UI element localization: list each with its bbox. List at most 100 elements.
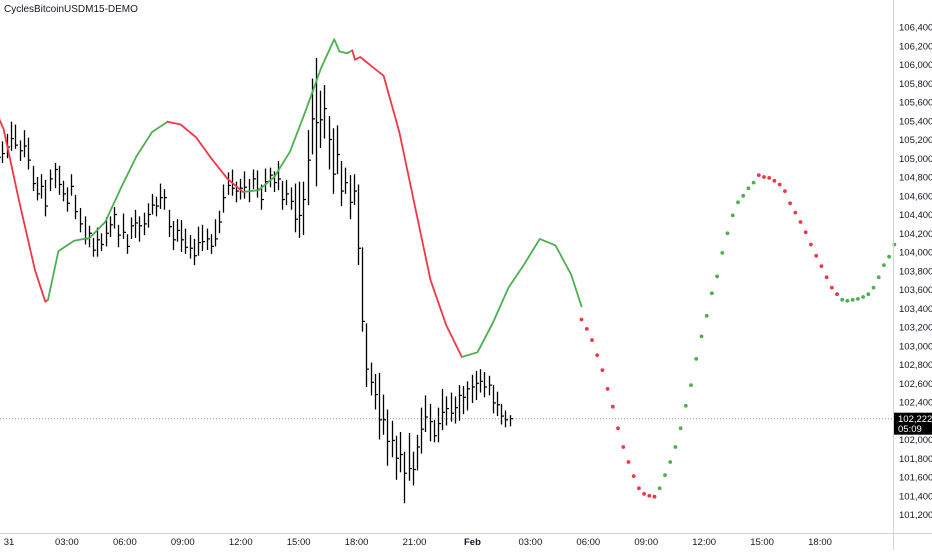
price-bar xyxy=(349,175,353,220)
cycle-projection-dot xyxy=(605,387,610,391)
price-bar xyxy=(370,362,374,396)
y-tick-label: 104,000 xyxy=(899,248,932,259)
price-bar xyxy=(214,219,218,247)
cycle-projection-dot xyxy=(621,445,626,449)
y-tick-label: 106,000 xyxy=(899,60,932,71)
cycle-projection-dot xyxy=(783,189,787,194)
price-bar xyxy=(437,407,441,443)
price-bar xyxy=(273,171,277,192)
price-bar xyxy=(62,180,66,202)
x-tick-label: 06:00 xyxy=(113,537,137,548)
y-tick-label: 103,800 xyxy=(899,266,932,277)
cycle-projection-dot xyxy=(683,403,688,408)
price-bar xyxy=(340,161,344,207)
cycle-projection-dot xyxy=(600,368,605,372)
y-tick-label: 101,200 xyxy=(899,510,932,521)
x-tick-label: 21:00 xyxy=(403,537,427,548)
price-bar xyxy=(479,369,483,393)
price-bar xyxy=(483,372,487,398)
y-tick-label: 101,600 xyxy=(899,473,932,484)
price-bar xyxy=(336,125,340,175)
price-bar xyxy=(264,168,268,192)
y-tick-label: 104,200 xyxy=(899,229,932,240)
price-bar xyxy=(441,388,445,431)
price-bar xyxy=(294,183,298,233)
price-bar xyxy=(201,224,205,252)
price-bar xyxy=(243,171,247,199)
cycle-line-segment xyxy=(0,118,49,303)
price-bar xyxy=(130,217,134,239)
cycle-line-segment xyxy=(460,237,583,358)
cycle-projection-dot xyxy=(736,200,740,205)
cycle-projection-dot xyxy=(720,251,725,255)
cycle-projection-dot xyxy=(746,186,751,191)
cycle-projection-dot xyxy=(584,327,589,331)
price-bar xyxy=(277,161,281,191)
price-bar xyxy=(19,140,23,162)
price-bar xyxy=(408,432,412,481)
cycle-projection-dot xyxy=(751,180,756,185)
price-bar xyxy=(433,419,437,443)
price-bar xyxy=(40,174,44,199)
cycle-projection-dot xyxy=(803,230,808,235)
y-tick-label: 105,200 xyxy=(899,135,932,146)
price-bar xyxy=(70,174,74,196)
price-bar xyxy=(466,381,470,411)
cycle-projection-dot xyxy=(616,426,620,431)
price-bar xyxy=(113,207,117,229)
y-tick-label: 105,600 xyxy=(899,98,932,109)
x-tick-label: 03:00 xyxy=(518,537,542,548)
price-bar xyxy=(105,217,109,247)
price-bar xyxy=(357,184,361,266)
price-bar xyxy=(147,203,151,228)
price-bar xyxy=(92,237,96,257)
price-bar xyxy=(197,226,201,256)
y-tick-label: 102,600 xyxy=(899,379,932,390)
price-bar xyxy=(155,196,159,217)
y-tick-label: 104,800 xyxy=(899,173,932,184)
price-bar xyxy=(235,181,239,203)
cycle-projection-dot xyxy=(840,297,845,302)
price-bar xyxy=(96,227,100,257)
price-bar xyxy=(138,216,142,242)
price-bar xyxy=(471,374,475,403)
y-tick-label: 104,400 xyxy=(899,210,932,221)
price-bar xyxy=(488,375,492,396)
y-tick-label: 105,400 xyxy=(899,116,932,127)
cycle-projection-dot xyxy=(631,474,636,478)
price-bar xyxy=(378,372,382,440)
price-bar xyxy=(382,394,386,435)
price-bar xyxy=(0,156,1,158)
cycle-projection-dot xyxy=(657,486,662,491)
price-bar xyxy=(412,451,416,486)
price-bar xyxy=(496,391,500,417)
price-bar xyxy=(285,179,289,206)
price-bar xyxy=(189,235,193,259)
cycle-projection-dot xyxy=(668,460,673,464)
price-bar xyxy=(509,415,513,427)
cycle-projection-dot xyxy=(590,338,594,342)
cycle-projection-dot xyxy=(673,445,678,449)
y-tick-label: 105,800 xyxy=(899,79,932,90)
cycle-projection-dot xyxy=(856,297,860,301)
cycle-projection-dot xyxy=(814,253,819,258)
price-bar xyxy=(176,219,180,242)
price-bar xyxy=(49,169,53,192)
x-tick-label: 18:00 xyxy=(808,537,832,548)
cycle-line-segment xyxy=(47,120,169,301)
price-bar xyxy=(454,396,458,424)
cycle-projection-dot xyxy=(710,291,714,296)
cycle-projection-dot xyxy=(829,285,834,290)
price-bar xyxy=(344,167,348,194)
cycle-line-segment xyxy=(166,120,244,193)
price-bar xyxy=(79,207,83,233)
price-bar xyxy=(290,187,294,210)
price-bar xyxy=(386,409,390,466)
price-bar xyxy=(1,141,5,163)
price-bar xyxy=(323,85,327,139)
cycle-projection-dot xyxy=(882,263,886,267)
price-bar xyxy=(420,407,424,454)
